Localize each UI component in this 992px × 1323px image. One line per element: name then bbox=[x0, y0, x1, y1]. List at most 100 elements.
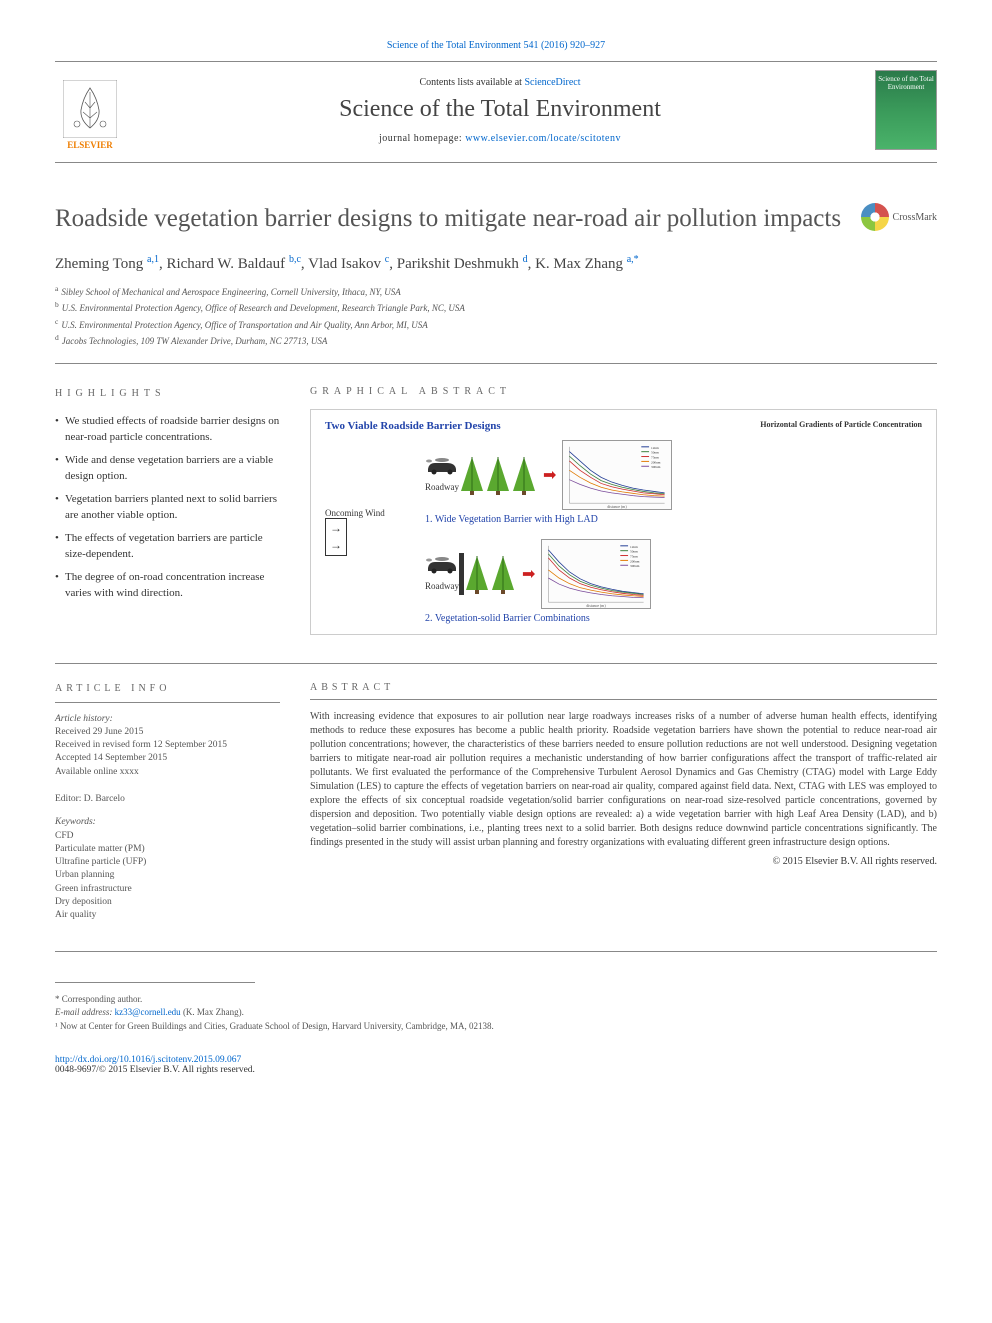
tree-icon bbox=[490, 554, 516, 594]
history-lines: Received 29 June 2015Received in revised… bbox=[55, 726, 280, 779]
design-1-caption: 1. Wide Vegetation Barrier with High LAD bbox=[425, 514, 922, 525]
keyword: Air quality bbox=[55, 909, 280, 922]
doi-link[interactable]: http://dx.doi.org/10.1016/j.scitotenv.20… bbox=[55, 1055, 241, 1065]
svg-text:200nm: 200nm bbox=[651, 460, 661, 464]
highlights-column: HIGHLIGHTS We studied effects of roadsid… bbox=[55, 364, 280, 635]
tree-icon bbox=[459, 455, 485, 495]
mini-chart-1: 12nm50nm75nm200nm300nmdistance (m) bbox=[562, 440, 672, 510]
history-line: Accepted 14 September 2015 bbox=[55, 752, 280, 765]
highlight-item: We studied effects of roadside barrier d… bbox=[55, 413, 280, 446]
svg-text:12nm: 12nm bbox=[630, 544, 638, 548]
history-line: Available online xxxx bbox=[55, 766, 280, 779]
doi-block: http://dx.doi.org/10.1016/j.scitotenv.20… bbox=[55, 1055, 937, 1075]
keyword: Particulate matter (PM) bbox=[55, 843, 280, 856]
footnotes: * Corresponding author. E-mail address: … bbox=[55, 993, 937, 1034]
highlight-item: The effects of vegetation barriers are p… bbox=[55, 530, 280, 563]
email-name: (K. Max Zhang). bbox=[181, 1007, 244, 1017]
article-info: ARTICLE INFO Article history: Received 2… bbox=[55, 682, 280, 923]
info-abstract-row: ARTICLE INFO Article history: Received 2… bbox=[55, 682, 937, 923]
roadway-label-1: Roadway bbox=[425, 482, 459, 492]
crossmark-badge[interactable]: CrossMark bbox=[861, 203, 937, 231]
history-label: Article history: bbox=[55, 713, 280, 726]
tree-icon bbox=[464, 554, 490, 594]
keywords-label: Keywords: bbox=[55, 816, 280, 829]
affiliations: aSibley School of Mechanical and Aerospa… bbox=[55, 283, 937, 364]
arrow-icon: ➡ bbox=[522, 564, 535, 584]
citation-link[interactable]: Science of the Total Environment 541 (20… bbox=[387, 40, 605, 51]
ga-left-labels: Oncoming Wind →→ bbox=[325, 440, 415, 624]
svg-text:75nm: 75nm bbox=[630, 554, 638, 558]
divider-2 bbox=[55, 951, 937, 952]
ga-heading: GRAPHICAL ABSTRACT bbox=[310, 386, 937, 397]
editor-line: Editor: D. Barcelo bbox=[55, 793, 280, 806]
car-icon bbox=[425, 556, 459, 574]
homepage-prefix: journal homepage: bbox=[379, 133, 465, 144]
svg-text:50nm: 50nm bbox=[630, 549, 638, 553]
car-icon bbox=[425, 457, 459, 475]
history-line: Received 29 June 2015 bbox=[55, 726, 280, 739]
history-line: Received in revised form 12 September 20… bbox=[55, 739, 280, 752]
wind-arrows-icon: →→ bbox=[325, 518, 347, 556]
divider bbox=[55, 663, 937, 664]
design-2: Roadway ➡ 12nm50nm75nm200nm300nm distance… bbox=[425, 539, 922, 624]
crossmark-icon bbox=[861, 203, 889, 231]
journal-cover-thumb: Science of the Total Environment bbox=[875, 70, 937, 150]
oncoming-wind-label: Oncoming Wind bbox=[325, 508, 415, 518]
elsevier-tree-icon bbox=[63, 80, 117, 138]
ga-designs: Roadway ➡ 12nm50nm75nm200nm300nmdistance… bbox=[425, 440, 922, 624]
journal-header: ELSEVIER Contents lists available at Sci… bbox=[55, 61, 937, 163]
elsevier-label: ELSEVIER bbox=[67, 140, 113, 150]
abstract-column: ABSTRACT With increasing evidence that e… bbox=[310, 682, 937, 923]
highlight-item: Wide and dense vegetation barriers are a… bbox=[55, 452, 280, 485]
keyword: Ultrafine particle (UFP) bbox=[55, 856, 280, 869]
footnote-1: ¹ Now at Center for Green Buildings and … bbox=[55, 1020, 937, 1034]
abstract-heading: ABSTRACT bbox=[310, 682, 937, 700]
cover-text: Science of the Total Environment bbox=[876, 75, 936, 91]
svg-text:200nm: 200nm bbox=[630, 559, 640, 563]
tree-icon bbox=[511, 455, 537, 495]
sciencedirect-link[interactable]: ScienceDirect bbox=[524, 77, 580, 88]
car-block-2: Roadway bbox=[425, 556, 459, 591]
title-row: Roadside vegetation barrier designs to m… bbox=[55, 203, 937, 236]
header-center: Contents lists available at ScienceDirec… bbox=[125, 77, 875, 144]
design-2-caption: 2. Vegetation-solid Barrier Combinations bbox=[425, 613, 922, 624]
email-line: E-mail address: kz33@cornell.edu (K. Max… bbox=[55, 1006, 937, 1020]
article-title: Roadside vegetation barrier designs to m… bbox=[55, 203, 861, 236]
keyword: Green infrastructure bbox=[55, 883, 280, 896]
keyword: Dry deposition bbox=[55, 896, 280, 909]
author-list: Zheming Tong a,1, Richard W. Baldauf b,c… bbox=[55, 254, 937, 273]
corresponding-note: * Corresponding author. bbox=[55, 993, 937, 1007]
homepage-link[interactable]: www.elsevier.com/locate/scitotenv bbox=[465, 133, 621, 144]
article-info-heading: ARTICLE INFO bbox=[55, 682, 280, 703]
car-block: Roadway bbox=[425, 457, 459, 492]
svg-text:distance (m): distance (m) bbox=[608, 505, 628, 509]
highlights-list: We studied effects of roadside barrier d… bbox=[55, 413, 280, 602]
keyword: Urban planning bbox=[55, 869, 280, 882]
keywords-lines: CFDParticulate matter (PM)Ultrafine part… bbox=[55, 830, 280, 923]
elsevier-logo: ELSEVIER bbox=[55, 70, 125, 150]
tree-icon bbox=[485, 455, 511, 495]
abstract-text: With increasing evidence that exposures … bbox=[310, 710, 937, 850]
svg-text:300nm: 300nm bbox=[651, 465, 661, 469]
svg-text:distance (m): distance (m) bbox=[587, 604, 607, 608]
journal-name: Science of the Total Environment bbox=[125, 96, 875, 123]
copyright-line: © 2015 Elsevier B.V. All rights reserved… bbox=[310, 856, 937, 867]
keyword: CFD bbox=[55, 830, 280, 843]
email-link[interactable]: kz33@cornell.edu bbox=[115, 1007, 181, 1017]
contents-prefix: Contents lists available at bbox=[419, 77, 524, 88]
contents-line: Contents lists available at ScienceDirec… bbox=[125, 77, 875, 88]
crossmark-label: CrossMark bbox=[893, 212, 937, 223]
svg-text:300nm: 300nm bbox=[630, 564, 640, 568]
highlights-heading: HIGHLIGHTS bbox=[55, 386, 280, 401]
roadway-label-2: Roadway bbox=[425, 581, 459, 591]
highlights-ga-row: HIGHLIGHTS We studied effects of roadsid… bbox=[55, 364, 937, 635]
issn-line: 0048-9697/© 2015 Elsevier B.V. All right… bbox=[55, 1065, 255, 1075]
graphical-abstract-column: GRAPHICAL ABSTRACT Two Viable Roadside B… bbox=[310, 364, 937, 635]
ga-title: Two Viable Roadside Barrier Designs bbox=[325, 420, 501, 432]
mini-chart-2: 12nm50nm75nm200nm300nm distance (m) bbox=[541, 539, 651, 609]
arrow-icon: ➡ bbox=[543, 465, 556, 485]
footnote-rule bbox=[55, 982, 255, 983]
highlight-item: Vegetation barriers planted next to soli… bbox=[55, 491, 280, 524]
email-label: E-mail address: bbox=[55, 1007, 115, 1017]
citation-line: Science of the Total Environment 541 (20… bbox=[55, 40, 937, 51]
